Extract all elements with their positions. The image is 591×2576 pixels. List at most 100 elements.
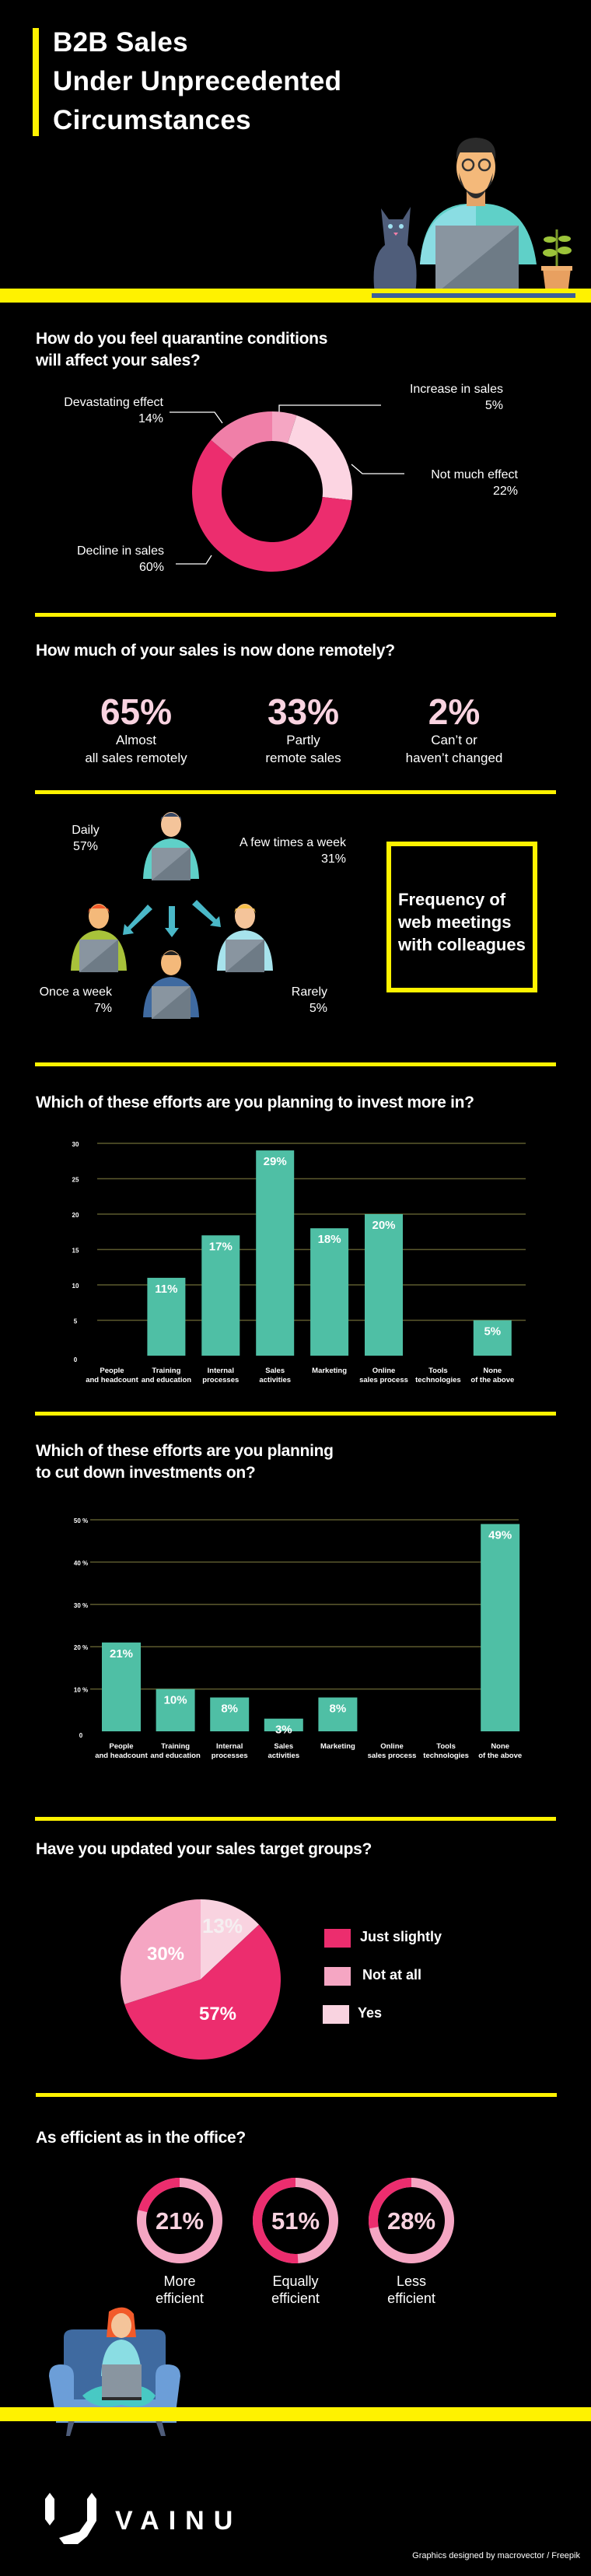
- bar-value-label: 8%: [221, 1702, 238, 1715]
- y-tick-label: 5: [74, 1318, 78, 1325]
- stat-label: Almost: [116, 733, 156, 747]
- x-category-label: Online: [372, 1367, 396, 1375]
- head: [89, 904, 109, 929]
- ring-fill: [138, 2178, 180, 2213]
- woman-with-laptop-icon: [82, 2307, 156, 2407]
- person-daily-icon: [143, 812, 199, 880]
- person-few-times-icon: [143, 950, 199, 1019]
- bar: [156, 1689, 195, 1731]
- x-category-label: Training: [161, 1742, 190, 1751]
- bar-value-label: 18%: [318, 1233, 341, 1246]
- bar-value-label: 10%: [164, 1694, 187, 1707]
- donut-slice: [191, 439, 352, 572]
- y-tick-label: 20: [72, 1212, 79, 1219]
- hair: [160, 813, 182, 821]
- bar: [201, 1235, 240, 1356]
- stat-value: 2%: [428, 691, 481, 732]
- title-line: Under Unprecedented: [53, 66, 342, 96]
- legend-label: Not at all: [362, 1967, 422, 1983]
- legend-swatch-yes: [323, 2005, 349, 2024]
- x-category-label: Marketing: [312, 1367, 347, 1375]
- y-tick-label: 40 %: [74, 1559, 88, 1566]
- y-tick-label: 0: [79, 1732, 83, 1739]
- ring-label: Less efficient: [387, 2273, 435, 2306]
- head: [161, 950, 181, 975]
- laptop-shade: [152, 848, 191, 880]
- bar: [473, 1320, 512, 1356]
- bar-value-label: 11%: [155, 1283, 177, 1296]
- donut-label-decline: Decline in sales 60%: [76, 544, 164, 574]
- y-tick-label: 15: [72, 1248, 79, 1255]
- x-category-label: sales process: [359, 1376, 408, 1384]
- meeting-label-once-week: Once a week 7%: [39, 985, 112, 1015]
- stat-label: Can’t or: [431, 733, 477, 747]
- y-tick-label: 50 %: [74, 1517, 88, 1524]
- hero-illustration: [0, 138, 591, 303]
- section-divider: [35, 790, 556, 794]
- laptop-shade: [79, 940, 118, 972]
- y-tick-label: 0: [74, 1356, 78, 1363]
- leader-line: [351, 464, 404, 474]
- legend-swatch-just-slightly: [324, 1929, 351, 1948]
- x-category-label: activities: [268, 1752, 299, 1760]
- pie-slice: [121, 1899, 201, 2004]
- meetings-title-box: Frequency of web meetings with colleague…: [386, 842, 537, 992]
- graphics-credit: Graphics designed by macrovector / Freep…: [412, 2551, 580, 2560]
- q1-heading: How do you feel quarantine conditions wi…: [36, 328, 327, 372]
- ring-fill: [369, 2178, 411, 2229]
- x-category-label: Online: [380, 1742, 404, 1751]
- bar: [264, 1718, 303, 1731]
- hair: [88, 905, 110, 913]
- heading-line: to cut down investments on?: [36, 1464, 256, 1482]
- ring-value-label: 28%: [387, 2207, 435, 2235]
- ring-value-label: 21%: [156, 2207, 204, 2235]
- x-category-label: Tools: [428, 1367, 448, 1375]
- x-category-label: activities: [259, 1376, 291, 1384]
- bar: [147, 1277, 186, 1356]
- pie-value-label: 13%: [202, 1914, 243, 1937]
- woman-on-chair-illustration: [0, 2307, 591, 2436]
- x-category-label: Internal: [208, 1367, 234, 1375]
- q1-heading-line: How do you feel quarantine conditions: [36, 330, 328, 348]
- ring-label: Equally efficient: [271, 2273, 320, 2306]
- stat-value: 33%: [267, 691, 340, 732]
- x-category-label: and headcount: [95, 1752, 148, 1760]
- x-category-label: Marketing: [320, 1742, 355, 1751]
- bar-value-label: 20%: [372, 1219, 395, 1232]
- title-accent-bar: [33, 28, 39, 136]
- title-line: Circumstances: [53, 105, 251, 135]
- target-groups-pie-chart: 13% 57% 30%: [121, 1899, 281, 2060]
- y-tick-label: 30 %: [74, 1602, 88, 1609]
- efficiency-ring: 51%: [252, 2178, 339, 2263]
- pie-value-label: 57%: [199, 2004, 236, 2025]
- leader-line: [176, 555, 212, 565]
- vainu-brand: VAINU: [115, 2506, 243, 2536]
- y-tick-label: 10: [72, 1283, 79, 1290]
- target-groups-heading: Have you updated your sales target group…: [36, 1840, 372, 1858]
- x-category-label: Training: [152, 1367, 180, 1375]
- remote-stat: 33% Partly remote sales: [241, 692, 365, 767]
- ring-fill: [252, 2178, 299, 2263]
- meetings-title: Frequency of web meetings with colleague…: [398, 890, 526, 954]
- legend-label: Yes: [358, 2005, 383, 2021]
- x-category-label: None: [491, 1742, 509, 1751]
- x-category-label: People: [109, 1742, 133, 1751]
- section-divider: [36, 2093, 557, 2097]
- ring-label: More efficient: [156, 2273, 204, 2306]
- x-category-label: processes: [202, 1376, 239, 1384]
- meeting-label-rarely: Rarely 5%: [291, 985, 327, 1015]
- q1-donut-chart: [170, 404, 404, 572]
- section-divider: [35, 613, 556, 617]
- bar: [318, 1697, 358, 1731]
- stat-value: 65%: [100, 691, 173, 732]
- bar: [102, 1642, 141, 1731]
- section-divider: [35, 1412, 556, 1416]
- leader-line: [170, 411, 223, 424]
- cat-icon: [373, 207, 417, 294]
- bar-value-label: 3%: [275, 1724, 292, 1737]
- donut-label-devastating: Devastating effect 14%: [64, 396, 163, 425]
- pie-value-label: 30%: [147, 1944, 184, 1965]
- q1-heading-line: will affect your sales?: [36, 352, 201, 369]
